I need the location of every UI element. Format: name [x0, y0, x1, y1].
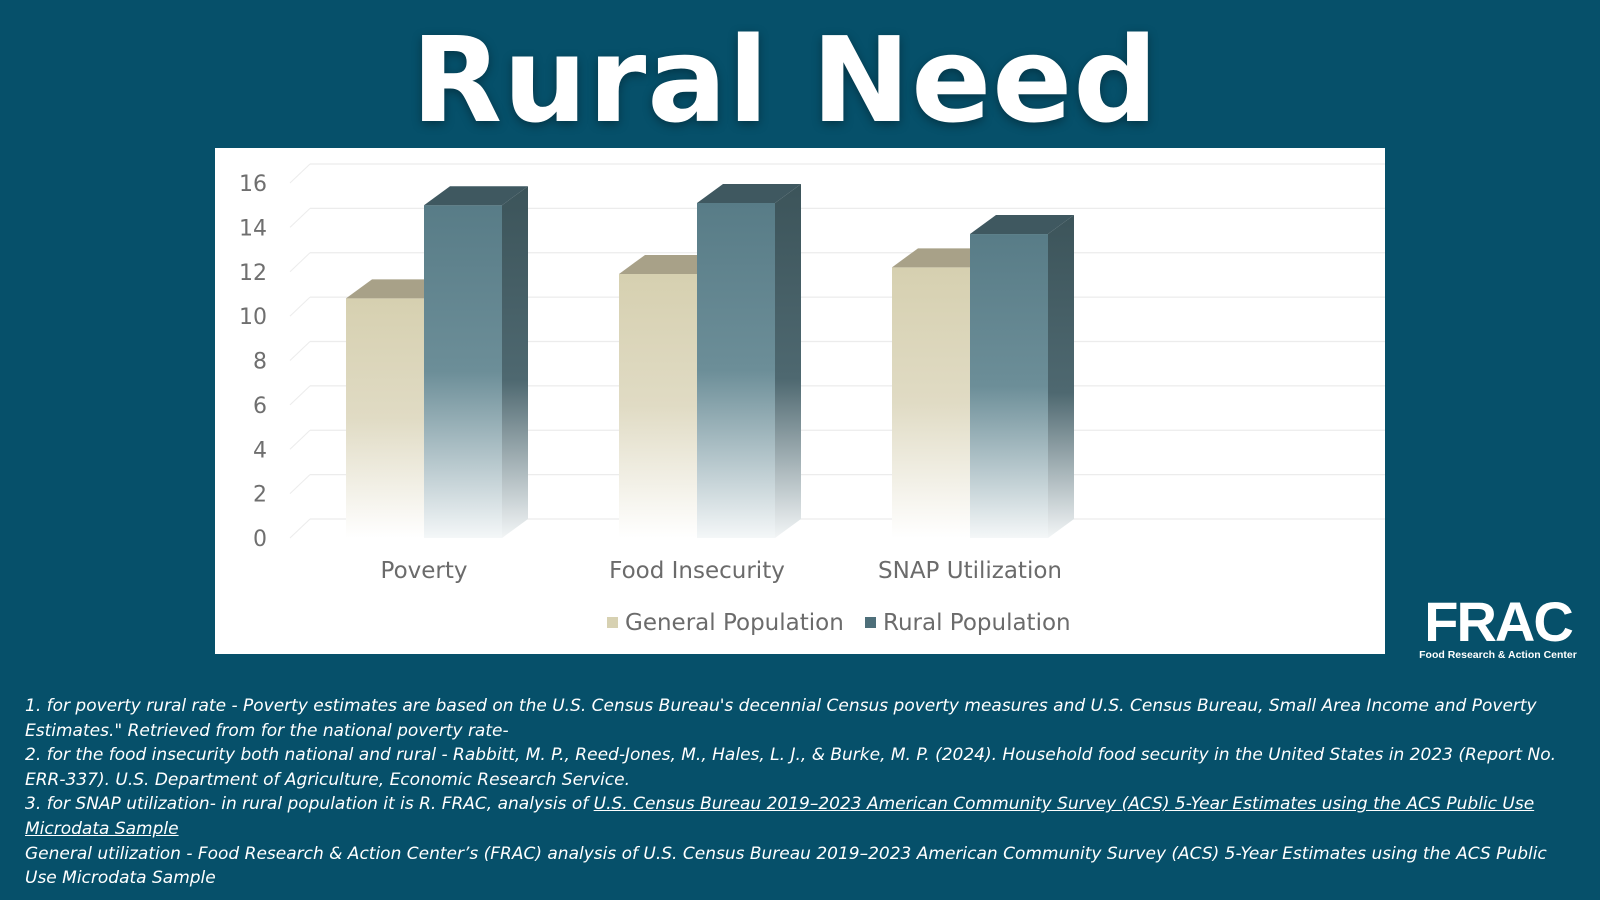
- bar: [346, 298, 424, 538]
- footnote-3-link[interactable]: U.S. Census Bureau 2019–2023 American Co…: [25, 794, 1535, 839]
- bar: [697, 202, 775, 538]
- footnotes: 1. for poverty rural rate - Poverty esti…: [25, 694, 1580, 891]
- bar: [424, 205, 502, 538]
- gridline-depth: [289, 296, 311, 317]
- footnote-1: 1. for poverty rural rate - Poverty esti…: [25, 696, 1537, 741]
- bar-side: [1048, 215, 1074, 538]
- footnote-4: General utilization - Food Research & Ac…: [25, 843, 1547, 889]
- y-tick-label: 0: [253, 527, 267, 552]
- bar: [970, 234, 1048, 538]
- page-title: Rural Need: [411, 11, 1159, 149]
- y-tick-label: 12: [239, 261, 267, 286]
- gridline-depth: [289, 163, 311, 184]
- bar-top: [970, 215, 1074, 235]
- logo-mark: FRAC: [1424, 590, 1574, 653]
- y-tick-label: 4: [253, 438, 267, 463]
- bar: [619, 273, 697, 538]
- x-category-label: Food Insecurity: [609, 558, 785, 584]
- bar-side: [775, 183, 801, 538]
- y-tick-label: 8: [253, 350, 267, 375]
- legend-swatch: [607, 617, 618, 628]
- footnote-2: 2. for the food insecurity both national…: [25, 745, 1557, 790]
- gridline-depth: [289, 385, 311, 406]
- gridline-depth: [289, 208, 311, 228]
- logo-subtitle: Food Research & Action Center: [1419, 649, 1577, 661]
- x-category-label: Poverty: [381, 558, 468, 584]
- gridline-depth: [289, 429, 311, 450]
- bar-top: [424, 186, 528, 206]
- gridline-depth: [289, 252, 311, 273]
- gridline-depth: [289, 518, 311, 539]
- chart-svg: 0 2 4 6 8 10 12 14 16 Poverty Food Insecurity SNAP…: [239, 163, 1385, 636]
- x-category-label: SNAP Utilization: [878, 558, 1062, 584]
- legend-label: General Population: [625, 610, 844, 636]
- footnote-3: 3. for SNAP utilization- in rural popula…: [25, 792, 1580, 841]
- legend-label: Rural Population: [883, 610, 1071, 636]
- frac-logo: FRAC Food Research & Action Center: [1418, 590, 1578, 662]
- y-tick-label: 2: [253, 483, 267, 508]
- legend-swatch: [865, 617, 876, 628]
- bar-chart: 0 2 4 6 8 10 12 14 16 Poverty Food Insecurity SNAP…: [215, 148, 1385, 654]
- bar: [892, 267, 970, 538]
- bar-side: [502, 186, 528, 538]
- gridline-depth: [289, 474, 311, 494]
- y-tick-label: 14: [239, 216, 267, 241]
- y-tick-label: 6: [253, 394, 267, 419]
- y-tick-label: 16: [239, 172, 267, 197]
- gridline-depth: [289, 341, 311, 361]
- y-tick-label: 10: [239, 305, 267, 330]
- bar-top: [697, 183, 801, 203]
- footnote-3-text: 3. for SNAP utilization- in rural popula…: [25, 794, 594, 815]
